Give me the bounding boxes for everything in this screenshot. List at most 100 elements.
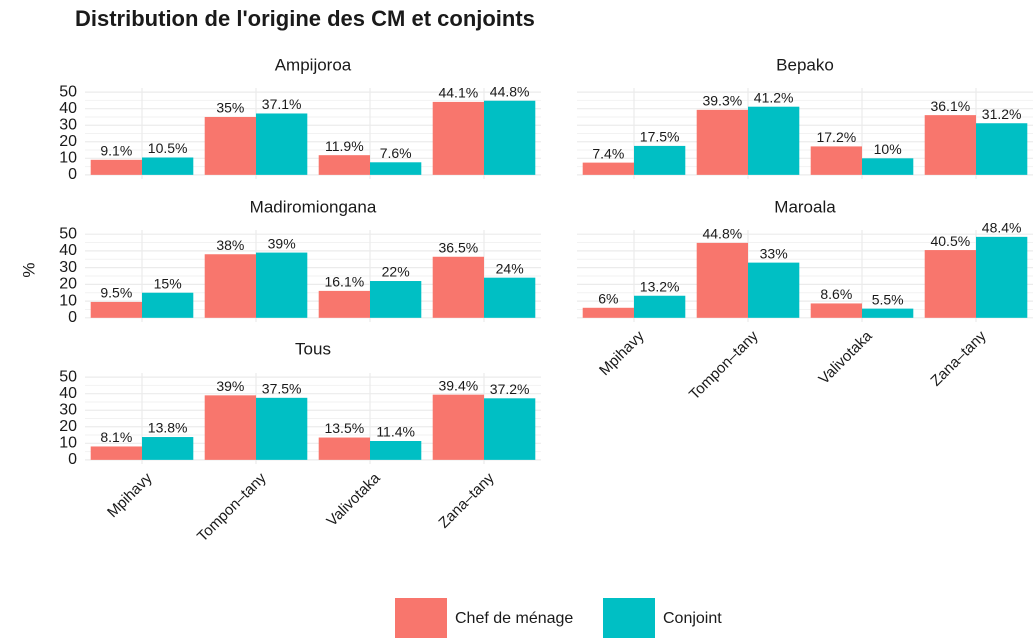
y-tick-label: 50: [59, 368, 77, 385]
data-label: 44.1%: [438, 85, 478, 101]
chart-title: Distribution de l'origine des CM et conj…: [75, 6, 535, 31]
data-label: 16.1%: [324, 274, 364, 290]
data-label: 17.5%: [640, 129, 680, 145]
bar: [748, 106, 800, 175]
x-tick-label: Valivotaka: [323, 469, 384, 530]
data-label: 8.1%: [100, 429, 132, 445]
y-tick-label: 20: [59, 418, 77, 435]
bar: [484, 277, 536, 318]
bar: [318, 290, 370, 318]
bar: [256, 113, 308, 175]
y-tick-label: 0: [68, 166, 77, 183]
data-label: 44.8%: [702, 226, 742, 242]
y-tick-label: 0: [68, 309, 77, 326]
legend-label: Conjoint: [663, 610, 722, 627]
y-tick-label: 20: [59, 276, 77, 293]
bar: [634, 295, 686, 318]
bar: [976, 123, 1028, 175]
data-label: 31.2%: [982, 106, 1022, 122]
bar: [370, 162, 422, 175]
data-label: 41.2%: [754, 89, 794, 105]
data-label: 38%: [216, 237, 244, 253]
bar: [256, 252, 308, 318]
y-tick-label: 30: [59, 259, 77, 276]
data-label: 33%: [760, 245, 788, 261]
data-label: 22%: [382, 264, 410, 280]
facet-title: Maroala: [774, 197, 836, 216]
data-label: 40.5%: [930, 233, 970, 249]
data-label: 35%: [216, 100, 244, 116]
data-label: 39.4%: [438, 377, 478, 393]
bar: [924, 115, 976, 175]
y-tick-label: 20: [59, 133, 77, 150]
data-label: 37.5%: [262, 381, 302, 397]
bar: [484, 398, 536, 460]
bar: [924, 250, 976, 318]
bar: [582, 307, 634, 318]
y-tick-label: 50: [59, 83, 77, 100]
facet-title: Tous: [295, 339, 331, 358]
x-tick-label: Mpihavy: [596, 327, 648, 379]
bar: [142, 157, 194, 175]
bar: [582, 162, 634, 175]
bar: [204, 395, 256, 460]
data-label: 11.4%: [376, 424, 415, 440]
data-label: 6%: [598, 290, 618, 306]
bar: [696, 109, 748, 175]
data-label: 11.9%: [325, 138, 364, 154]
legend-swatch: [395, 598, 447, 638]
data-label: 9.1%: [100, 143, 132, 159]
data-label: 24%: [496, 260, 524, 276]
bar: [318, 437, 370, 460]
data-label: 13.5%: [324, 420, 364, 436]
x-tick-label: Tompon–tany: [686, 327, 762, 403]
data-label: 44.8%: [490, 83, 530, 99]
y-tick-label: 10: [59, 292, 77, 309]
bar: [976, 236, 1028, 318]
bar: [810, 146, 862, 175]
facet-title: Bepako: [776, 55, 834, 74]
bar: [204, 254, 256, 318]
bar: [862, 308, 914, 318]
data-label: 39.3%: [702, 93, 742, 109]
bar: [370, 281, 422, 318]
data-label: 48.4%: [982, 220, 1022, 236]
bar: [432, 256, 484, 318]
x-tick-label: Valivotaka: [815, 327, 876, 388]
facet-title: Ampijoroa: [275, 55, 352, 74]
y-tick-label: 40: [59, 242, 77, 259]
data-label: 7.6%: [380, 145, 412, 161]
bar: [90, 159, 142, 175]
bar: [810, 303, 862, 318]
data-label: 8.6%: [820, 286, 852, 302]
bar: [862, 158, 914, 175]
bar: [484, 100, 536, 175]
bar: [696, 242, 748, 318]
y-tick-label: 10: [59, 150, 77, 167]
data-label: 37.1%: [262, 96, 302, 112]
bar: [90, 301, 142, 318]
y-tick-label: 30: [59, 116, 77, 133]
legend-label: Chef de ménage: [455, 610, 573, 627]
data-label: 36.1%: [930, 98, 970, 114]
y-tick-label: 0: [68, 451, 77, 468]
bar: [748, 262, 800, 318]
data-label: 10%: [874, 141, 902, 157]
data-label: 15%: [154, 275, 182, 291]
y-tick-label: 40: [59, 100, 77, 117]
x-tick-label: Tompon–tany: [194, 469, 270, 545]
x-tick-label: Zana–tany: [927, 327, 989, 389]
data-label: 13.8%: [148, 420, 188, 436]
data-label: 17.2%: [816, 129, 856, 145]
data-label: 10.5%: [148, 140, 188, 156]
y-tick-label: 50: [59, 225, 77, 242]
facet-title: Madiromiongana: [250, 197, 377, 216]
data-label: 39%: [268, 235, 296, 251]
y-tick-label: 30: [59, 401, 77, 418]
data-label: 13.2%: [640, 278, 680, 294]
y-tick-label: 40: [59, 385, 77, 402]
data-label: 7.4%: [592, 145, 624, 161]
bar: [432, 101, 484, 175]
